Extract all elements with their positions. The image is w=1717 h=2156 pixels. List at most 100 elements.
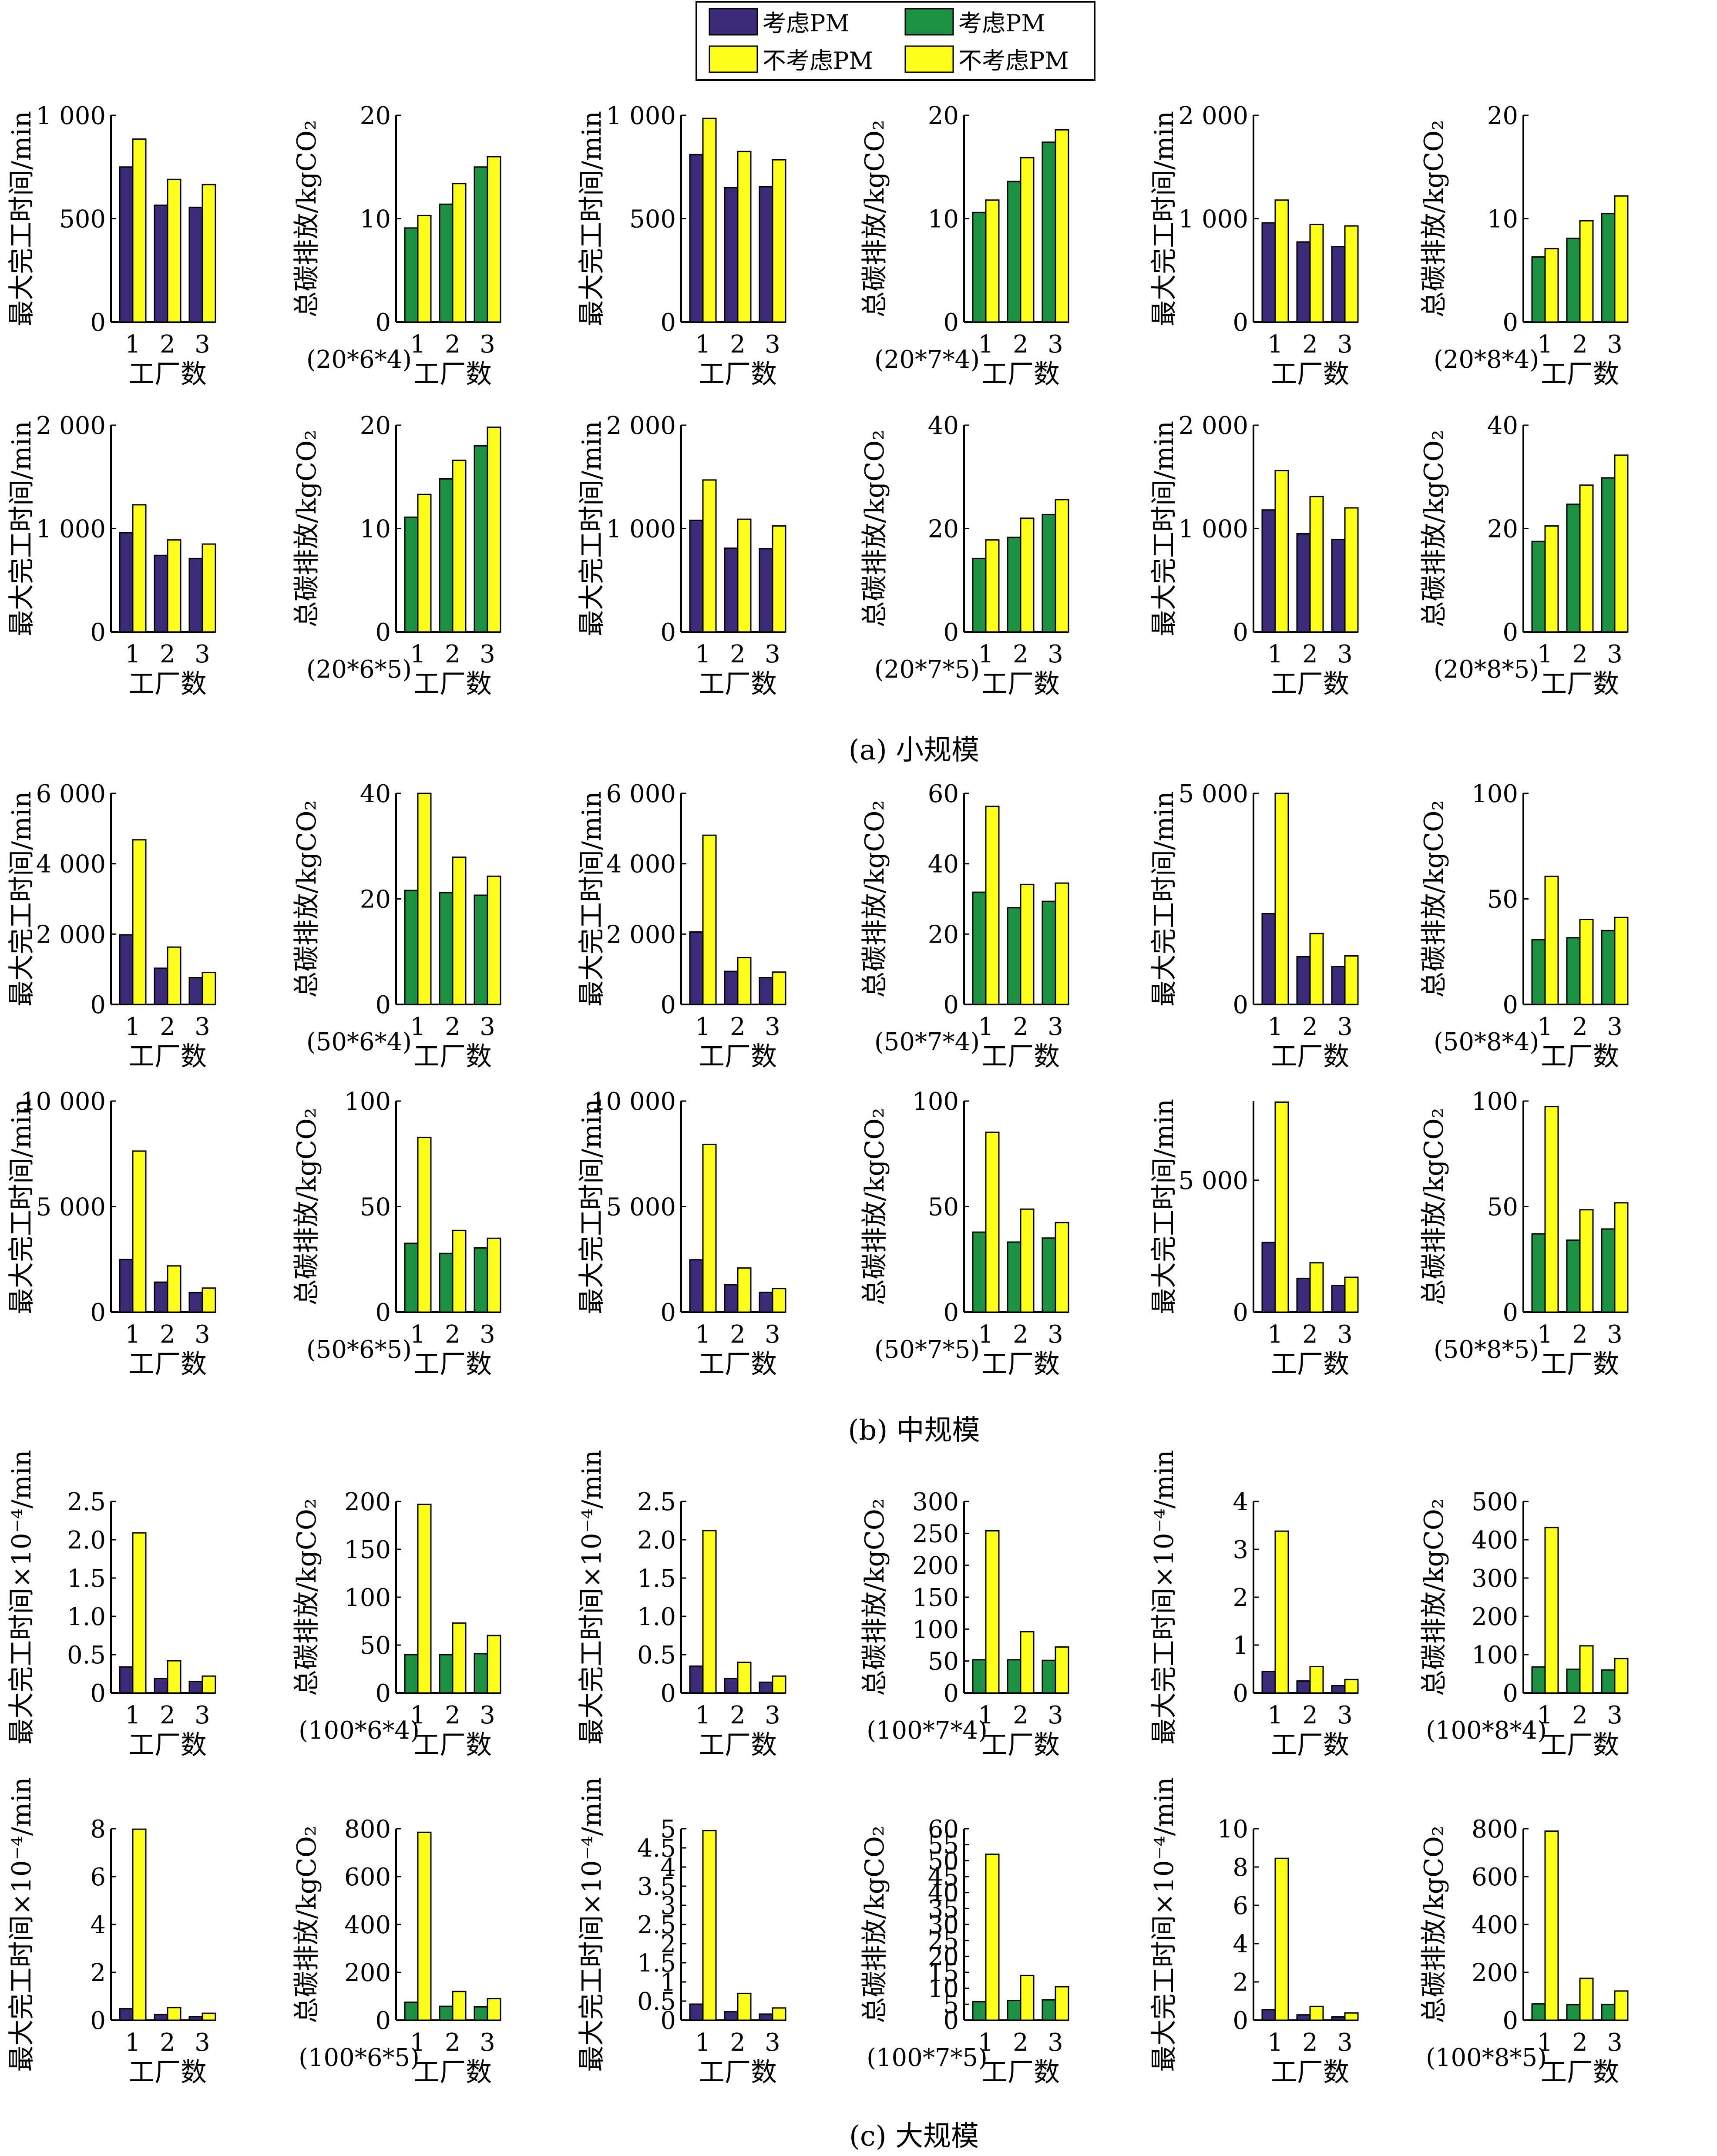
carbon-4-x-label: 工厂数 [981, 669, 1060, 699]
carbon-9-bar-pm [404, 1243, 419, 1313]
makespan-9-y-tick-label: 10 000 [20, 1088, 106, 1116]
instance-label-3: (20*6*5) [306, 655, 412, 684]
makespan-2-y-tick-label: 2 000 [1179, 102, 1248, 130]
instance-label-14: (100*8*4) [1426, 1716, 1547, 1745]
carbon-7-bar-nopm [1055, 882, 1069, 1005]
makespan-6-bar-pm [188, 977, 203, 1005]
carbon-6-bar-nopm [417, 793, 432, 1005]
makespan-17-y-tick-label: 10 [1217, 1815, 1248, 1844]
makespan-7-x-tick-label: 1 [695, 1013, 711, 1041]
makespan-1-bar-nopm [737, 151, 752, 323]
makespan-16-x-tick-label: 2 [730, 2028, 746, 2057]
carbon-14-x-tick-label: 3 [1607, 1701, 1623, 1730]
carbon-9-x-tick-label: 2 [445, 1320, 460, 1349]
carbon-9-y-label: 总碳排放/kgCO₂ [292, 1108, 322, 1305]
makespan-3-x-label: 工厂数 [128, 669, 207, 699]
carbon-2-bar-nopm [1544, 248, 1559, 323]
makespan-16-x-tick-label: 3 [765, 2028, 780, 2057]
makespan-6-x-label: 工厂数 [128, 1041, 207, 1072]
carbon-13-y-tick-label: 50 [928, 1648, 959, 1676]
makespan-16-bar-nopm [702, 1830, 717, 2021]
carbon-17-y-tick-label: 200 [1472, 1959, 1518, 1987]
carbon-16-y-tick-label: 50 [928, 1847, 959, 1875]
carbon-11-bar-nopm [1579, 1209, 1594, 1313]
makespan-7-y-tick-label: 2 000 [606, 920, 676, 949]
makespan-3-bar-pm [119, 532, 134, 633]
carbon-5-bar-nopm [1544, 525, 1559, 633]
makespan-12-x-tick-label: 1 [125, 1701, 141, 1730]
legend: 考虑PM 不考虑PM 考虑PM 不考虑PM [696, 1, 1095, 81]
makespan-16-bar-nopm [737, 1992, 752, 2021]
carbon-14-bar-nopm [1544, 1527, 1559, 1694]
makespan-2-y-label: 最大完工时间/min [1149, 111, 1179, 326]
makespan-10-bar-pm [724, 1284, 739, 1313]
instance-label-4: (20*7*5) [874, 655, 980, 684]
makespan-13-x-label: 工厂数 [699, 1730, 777, 1760]
makespan-8-bar-nopm [1274, 793, 1289, 1005]
makespan-5-bar-nopm [1274, 470, 1289, 633]
makespan-17-x-label: 工厂数 [1271, 2057, 1349, 2088]
carbon-5-y-label: 总碳排放/kgCO₂ [1419, 430, 1449, 627]
carbon-13-bar-pm [1007, 1659, 1021, 1694]
makespan-2-x-tick-label: 3 [1337, 330, 1353, 359]
legend-frame [696, 1, 1095, 81]
makespan-10-x-tick-label: 1 [695, 1320, 711, 1349]
carbon-11-x-tick-label: 3 [1607, 1320, 1623, 1349]
carbon-12-x-tick-label: 3 [480, 1701, 495, 1730]
carbon-10-y-tick-label: 50 [928, 1193, 959, 1222]
carbon-16-y-tick-label: 30 [928, 1911, 959, 1939]
carbon-5-x-tick-label: 1 [1537, 640, 1553, 668]
carbon-4-y-label: 总碳排放/kgCO₂ [860, 430, 890, 627]
makespan-1-bar-pm [759, 186, 773, 323]
carbon-10-x-tick-label: 2 [1013, 1320, 1028, 1349]
makespan-13-bar-nopm [737, 1662, 752, 1694]
instance-label-8: (50*8*4) [1434, 1028, 1539, 1056]
carbon-13-x-tick-label: 1 [978, 1701, 994, 1730]
carbon-10-y-tick-label: 0 [943, 1299, 959, 1327]
carbon-12-y-tick-label: 150 [344, 1536, 391, 1564]
carbon-16-y-tick-label: 0 [943, 2007, 959, 2035]
carbon-10-bar-nopm [1020, 1208, 1035, 1313]
makespan-17-bar-pm [1296, 2014, 1311, 2021]
makespan-0-y-label: 最大完工时间/min [7, 111, 37, 326]
makespan-16-y-tick-label: 3 [660, 1892, 676, 1920]
makespan-4-y-tick-label: 0 [660, 618, 676, 647]
carbon-16-y-label: 总碳排放/kgCO₂ [860, 1826, 890, 2023]
makespan-13-x-tick-label: 1 [695, 1701, 711, 1730]
carbon-17-y-tick-label: 800 [1472, 1815, 1518, 1844]
makespan-1-y-label: 最大完工时间/min [577, 111, 607, 326]
carbon-14-y-tick-label: 300 [1472, 1565, 1518, 1593]
carbon-8-x-tick-label: 3 [1607, 1013, 1623, 1041]
carbon-3-y-label: 总碳排放/kgCO₂ [292, 430, 322, 627]
carbon-7-bar-nopm [985, 806, 1000, 1005]
makespan-14-y-tick-label: 1 [1233, 1632, 1248, 1660]
carbon-15-x-tick-label: 2 [445, 2028, 460, 2057]
instance-label-11: (50*8*5) [1434, 1336, 1539, 1364]
carbon-13-bar-nopm [1020, 1631, 1035, 1694]
carbon-2-y-label: 总碳排放/kgCO₂ [1419, 120, 1449, 317]
makespan-16-y-tick-label: 0.5 [637, 1988, 676, 2016]
makespan-4-bar-nopm [737, 518, 752, 633]
makespan-9-y-tick-label: 0 [90, 1299, 106, 1327]
carbon-7-y-tick-label: 20 [928, 920, 959, 949]
makespan-8-x-tick-label: 1 [1267, 1013, 1283, 1041]
carbon-12-x-label: 工厂数 [413, 1730, 492, 1760]
makespan-16-y-tick-label: 0 [660, 2007, 676, 2035]
carbon-0-y-tick-label: 0 [375, 309, 391, 337]
carbon-14-y-tick-label: 500 [1472, 1488, 1518, 1516]
makespan-17-bar-nopm [1344, 2012, 1359, 2021]
carbon-1-x-tick-label: 3 [1048, 330, 1063, 359]
carbon-2-bar-pm [1531, 256, 1546, 323]
makespan-13-x-tick-label: 3 [765, 1701, 780, 1730]
carbon-5-x-tick-label: 3 [1607, 640, 1623, 668]
makespan-11-bar-nopm [1344, 1276, 1359, 1313]
carbon-1-bar-pm [1007, 181, 1021, 323]
carbon-17-y-label: 总碳排放/kgCO₂ [1419, 1826, 1449, 2023]
makespan-15-bar-pm [188, 2016, 203, 2021]
makespan-1-bar-pm [724, 187, 739, 323]
